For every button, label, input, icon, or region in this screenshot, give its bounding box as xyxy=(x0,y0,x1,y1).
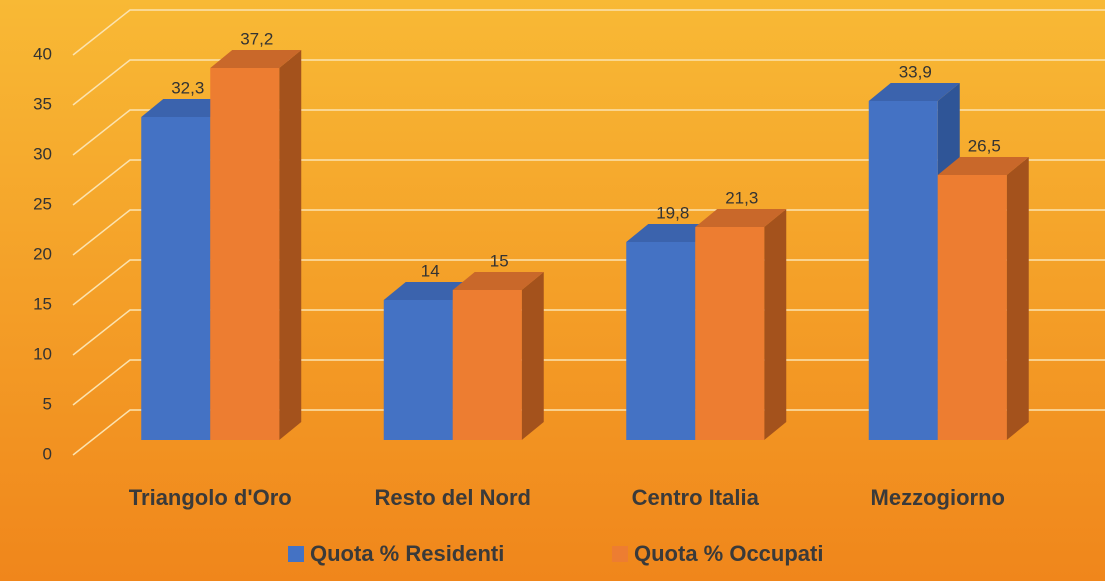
bar xyxy=(868,101,938,440)
bar-top xyxy=(695,209,787,227)
value-label: 26,5 xyxy=(968,136,1001,155)
legend-label: Quota % Residenti xyxy=(310,541,504,566)
legend-swatch xyxy=(288,546,304,562)
y-tick-label: 5 xyxy=(43,394,52,413)
bar-top xyxy=(141,99,233,117)
grid-line xyxy=(72,159,1105,206)
bar-side xyxy=(521,272,544,440)
x-tick-label: Centro Italia xyxy=(632,485,760,510)
value-label: 37,2 xyxy=(240,29,273,48)
value-label: 33,9 xyxy=(899,62,932,81)
bar xyxy=(383,300,453,440)
bar-top xyxy=(210,50,302,68)
x-tick-label: Resto del Nord xyxy=(375,485,531,510)
plot: 0 5 10 15 20 25 30 35 40 Triangolo d'Oro Resto del… xyxy=(33,9,1105,566)
y-tick-label: 25 xyxy=(33,194,52,213)
value-label: 14 xyxy=(421,261,440,280)
bar xyxy=(937,175,1007,440)
bar-top xyxy=(937,157,1029,175)
grid-line xyxy=(72,59,1105,106)
value-label: 15 xyxy=(490,251,509,270)
y-tick-label: 10 xyxy=(33,344,52,363)
bar-side xyxy=(279,50,302,440)
bar xyxy=(141,117,211,440)
value-label: 19,8 xyxy=(656,203,689,222)
grid-line xyxy=(72,109,1105,156)
value-label: 32,3 xyxy=(171,78,204,97)
y-tick-label: 15 xyxy=(33,294,52,313)
bar-top xyxy=(868,83,960,101)
x-tick-label: Mezzogiorno xyxy=(871,485,1005,510)
bar-side xyxy=(764,209,787,440)
y-tick-label: 30 xyxy=(33,144,52,163)
grid-line xyxy=(72,9,1105,56)
y-tick-label: 20 xyxy=(33,244,52,263)
y-tick-label: 0 xyxy=(43,444,52,463)
bar-top xyxy=(452,272,544,290)
bar-top xyxy=(626,224,718,242)
bar-side xyxy=(1006,157,1029,440)
bar xyxy=(626,242,696,440)
bar-top xyxy=(383,282,475,300)
value-label: 21,3 xyxy=(725,188,758,207)
y-tick-label: 35 xyxy=(33,94,52,113)
bar xyxy=(695,227,765,440)
y-tick-label: 40 xyxy=(33,44,52,63)
legend-swatch xyxy=(612,546,628,562)
legend-label: Quota % Occupati xyxy=(634,541,823,566)
x-tick-label: Triangolo d'Oro xyxy=(129,485,292,510)
bar xyxy=(452,290,522,440)
bar xyxy=(210,68,280,440)
